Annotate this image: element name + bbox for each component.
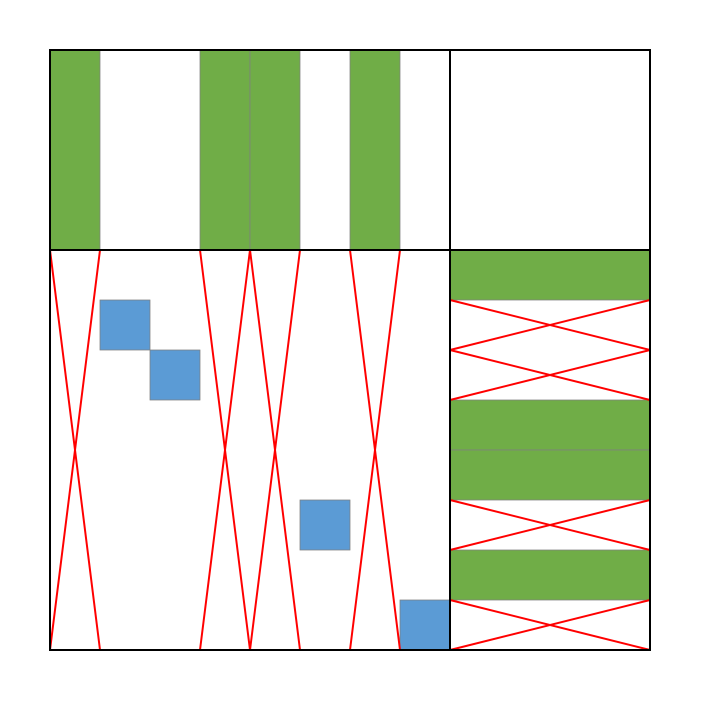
green-column-strip xyxy=(199,49,251,251)
outer-frame xyxy=(49,49,651,651)
cross-line-group xyxy=(49,249,651,651)
column-cross-line xyxy=(199,249,251,651)
column-cross-line xyxy=(349,249,401,651)
green-column-strip xyxy=(349,49,401,251)
right-strip-group xyxy=(449,249,651,601)
row-cross-line xyxy=(449,349,651,401)
column-cross-line xyxy=(49,249,101,651)
column-cross-line xyxy=(249,249,301,651)
blue-cell xyxy=(99,299,151,351)
frame-group xyxy=(49,49,651,651)
row-cross-line xyxy=(449,599,651,651)
green-row-strip xyxy=(449,249,651,301)
green-row-strip xyxy=(449,549,651,601)
blue-cell-group xyxy=(99,299,451,651)
green-column-strip xyxy=(249,49,301,251)
top-strip-group xyxy=(49,49,401,251)
green-column-strip xyxy=(49,49,101,251)
blue-cell xyxy=(149,349,201,401)
row-cross-line xyxy=(449,499,651,551)
row-cross-line xyxy=(449,299,651,351)
blue-cell xyxy=(299,499,351,551)
green-row-strip xyxy=(449,399,651,451)
green-row-strip xyxy=(449,449,651,501)
blue-cell xyxy=(399,599,451,651)
